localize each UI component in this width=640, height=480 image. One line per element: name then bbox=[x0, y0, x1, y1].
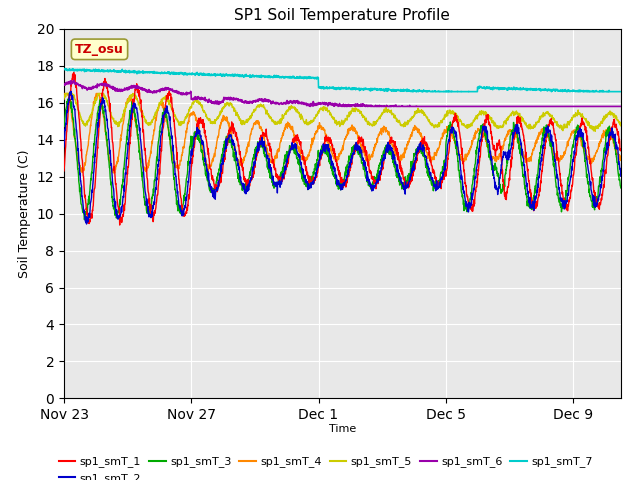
sp1_smT_2 bbox=[601, 155, 609, 161]
Text: TZ_osu: TZ_osu bbox=[75, 43, 124, 56]
sp1_smT_5 bbox=[617, 123, 625, 129]
Title: SP1 Soil Temperature Profile: SP1 Soil Temperature Profile bbox=[234, 9, 451, 24]
sp1_smT_7 bbox=[331, 85, 339, 91]
sp1_smT_2 bbox=[67, 88, 75, 94]
sp1_smT_4 bbox=[332, 154, 339, 159]
sp1_smT_1 bbox=[116, 222, 124, 228]
sp1_smT_2 bbox=[89, 180, 97, 186]
sp1_smT_7 bbox=[62, 66, 70, 72]
sp1_smT_1 bbox=[499, 179, 507, 184]
sp1_smT_4 bbox=[60, 91, 68, 96]
sp1_smT_7 bbox=[89, 68, 97, 74]
sp1_smT_4 bbox=[601, 132, 609, 137]
sp1_smT_6 bbox=[89, 84, 97, 90]
sp1_smT_6 bbox=[332, 101, 339, 107]
sp1_smT_6 bbox=[617, 104, 625, 109]
sp1_smT_6 bbox=[499, 104, 507, 109]
sp1_smT_2 bbox=[617, 173, 625, 179]
sp1_smT_7 bbox=[601, 89, 609, 95]
sp1_smT_1 bbox=[332, 153, 339, 159]
X-axis label: Time: Time bbox=[329, 423, 356, 433]
sp1_smT_4 bbox=[109, 170, 117, 176]
Line: sp1_smT_3: sp1_smT_3 bbox=[64, 98, 621, 219]
sp1_smT_3 bbox=[81, 216, 88, 222]
sp1_smT_1 bbox=[317, 155, 324, 160]
sp1_smT_6 bbox=[60, 82, 68, 88]
sp1_smT_6 bbox=[70, 78, 77, 84]
sp1_smT_1 bbox=[89, 208, 97, 214]
sp1_smT_2 bbox=[317, 155, 324, 161]
sp1_smT_2 bbox=[60, 144, 68, 150]
sp1_smT_4 bbox=[617, 154, 625, 160]
sp1_smT_6 bbox=[601, 104, 609, 109]
Line: sp1_smT_4: sp1_smT_4 bbox=[64, 94, 621, 173]
sp1_smT_7 bbox=[602, 89, 609, 95]
sp1_smT_6 bbox=[602, 104, 609, 109]
sp1_smT_6 bbox=[317, 100, 324, 106]
sp1_smT_5 bbox=[62, 91, 70, 96]
sp1_smT_3 bbox=[499, 181, 507, 187]
sp1_smT_2 bbox=[332, 173, 339, 179]
sp1_smT_3 bbox=[602, 142, 609, 148]
Line: sp1_smT_5: sp1_smT_5 bbox=[64, 94, 621, 132]
sp1_smT_4 bbox=[60, 91, 68, 97]
sp1_smT_5 bbox=[601, 114, 609, 120]
sp1_smT_3 bbox=[60, 120, 68, 125]
sp1_smT_7 bbox=[499, 86, 507, 92]
Line: sp1_smT_1: sp1_smT_1 bbox=[64, 72, 621, 225]
sp1_smT_3 bbox=[332, 174, 339, 180]
sp1_smT_1 bbox=[70, 70, 77, 75]
Legend: sp1_smT_1, sp1_smT_2, sp1_smT_3, sp1_smT_4, sp1_smT_5, sp1_smT_6, sp1_smT_7: sp1_smT_1, sp1_smT_2, sp1_smT_3, sp1_smT… bbox=[54, 452, 597, 480]
sp1_smT_2 bbox=[83, 221, 90, 227]
sp1_smT_5 bbox=[602, 116, 609, 121]
sp1_smT_2 bbox=[602, 154, 609, 160]
sp1_smT_3 bbox=[65, 96, 73, 101]
sp1_smT_5 bbox=[89, 106, 97, 111]
sp1_smT_4 bbox=[602, 128, 609, 134]
sp1_smT_4 bbox=[317, 124, 324, 130]
sp1_smT_5 bbox=[60, 96, 68, 102]
sp1_smT_4 bbox=[89, 107, 97, 113]
sp1_smT_1 bbox=[601, 169, 609, 175]
sp1_smT_1 bbox=[617, 148, 625, 154]
sp1_smT_5 bbox=[499, 124, 506, 130]
sp1_smT_5 bbox=[591, 129, 599, 134]
sp1_smT_6 bbox=[307, 104, 314, 109]
Y-axis label: Soil Temperature (C): Soil Temperature (C) bbox=[18, 149, 31, 278]
sp1_smT_7 bbox=[60, 66, 68, 72]
sp1_smT_7 bbox=[408, 89, 416, 95]
Line: sp1_smT_6: sp1_smT_6 bbox=[64, 81, 621, 107]
Line: sp1_smT_2: sp1_smT_2 bbox=[64, 91, 621, 224]
sp1_smT_2 bbox=[499, 155, 507, 160]
sp1_smT_5 bbox=[316, 106, 324, 111]
sp1_smT_3 bbox=[317, 147, 324, 153]
sp1_smT_5 bbox=[331, 120, 339, 126]
Line: sp1_smT_7: sp1_smT_7 bbox=[64, 69, 621, 92]
sp1_smT_7 bbox=[617, 89, 625, 95]
sp1_smT_1 bbox=[602, 167, 609, 173]
sp1_smT_7 bbox=[316, 84, 324, 90]
sp1_smT_3 bbox=[89, 154, 97, 159]
sp1_smT_3 bbox=[617, 185, 625, 191]
sp1_smT_3 bbox=[601, 149, 609, 155]
sp1_smT_1 bbox=[60, 168, 68, 174]
sp1_smT_4 bbox=[499, 146, 507, 152]
